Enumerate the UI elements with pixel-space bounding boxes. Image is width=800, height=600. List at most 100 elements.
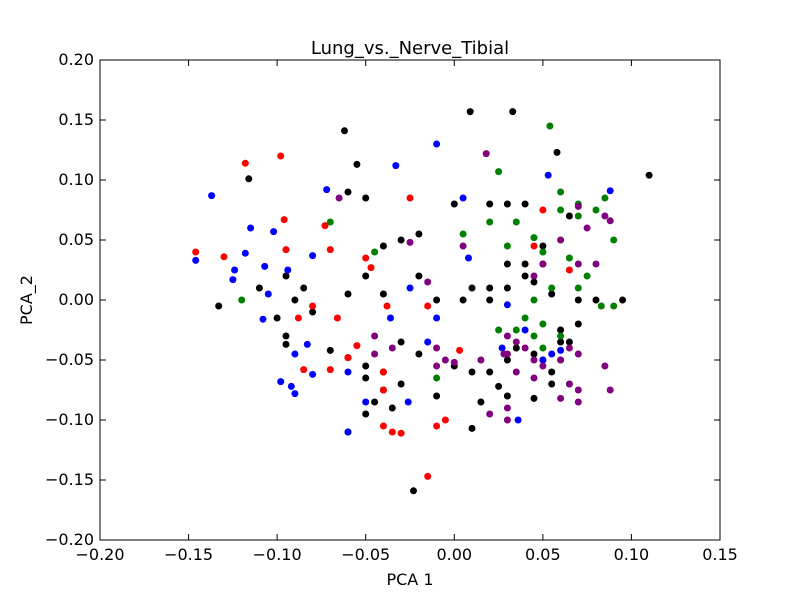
scatter-point-s2-p10 (333, 314, 341, 322)
scatter-point-s4-p7 (459, 242, 467, 250)
x-axis-label: PCA 1 (386, 570, 433, 589)
scatter-point-s3-p17 (565, 254, 573, 262)
x-tick-label: 0.10 (614, 545, 650, 564)
scatter-point-s0-p14 (397, 236, 405, 244)
scatter-point-s3-p15 (371, 248, 379, 256)
scatter-point-s1-p33 (521, 326, 529, 334)
scatter-point-s0-p58 (397, 380, 405, 388)
scatter-point-s3-p24 (495, 326, 503, 334)
scatter-point-s3-p16 (539, 248, 547, 256)
scatter-point-s4-p28 (565, 344, 573, 352)
scatter-point-s4-p16 (388, 344, 396, 352)
scatter-point-s2-p0 (241, 159, 249, 167)
scatter-point-s1-p32 (498, 344, 506, 352)
scatter-point-s0-p30 (503, 284, 511, 292)
scatter-point-s0-p33 (273, 314, 281, 322)
scatter-point-s4-p36 (574, 398, 582, 406)
y-tick-label: −0.05 (45, 350, 94, 369)
scatter-point-s0-p60 (468, 368, 476, 376)
scatter-point-s0-p67 (371, 398, 379, 406)
scatter-point-s3-p23 (548, 284, 556, 292)
scatter-point-s4-p39 (503, 416, 511, 424)
scatter-point-s3-p25 (521, 314, 529, 322)
scatter-point-s1-p2 (433, 140, 441, 148)
scatter-point-s1-p26 (387, 314, 394, 322)
scatter-point-s1-p31 (465, 254, 472, 262)
scatter-point-s0-p50 (548, 368, 556, 376)
plot-frame (99, 59, 721, 541)
scatter-point-s0-p9 (521, 200, 529, 208)
scatter-point-s0-p45 (486, 368, 494, 376)
scatter-point-s4-p1 (335, 194, 343, 202)
y-tick-label: 0.20 (58, 50, 94, 69)
scatter-point-s0-p64 (548, 380, 556, 388)
y-tick-label: 0.05 (58, 230, 94, 249)
x-tick-label: −0.10 (253, 545, 302, 564)
scatter-point-s0-p6 (353, 160, 361, 168)
scatter-point-s1-p10 (229, 276, 237, 284)
scatter-point-s0-p55 (619, 296, 627, 304)
x-tick-label: −0.05 (341, 545, 390, 564)
scatter-point-s1-p3 (544, 171, 552, 179)
scatter-point-s1-p39 (503, 301, 511, 309)
axis-ticks: −0.20 −0.15 −0.10 −0.05 0.00 0.05 0.10 0.15 −0.2… (45, 50, 738, 564)
scatter-point-s1-p15 (264, 290, 272, 298)
y-tick-label: 0.00 (58, 290, 94, 309)
scatter-point-s0-p47 (512, 344, 520, 352)
scatter-point-s4-p0 (482, 150, 490, 158)
scatter-point-s0-p28 (379, 290, 387, 298)
scatter-point-s3-p12 (610, 236, 618, 244)
scatter-point-s2-p8 (309, 302, 317, 310)
scatter-point-s0-p5 (245, 175, 253, 183)
scatter-point-s4-p27 (557, 356, 565, 364)
scatter-point-s1-p5 (323, 186, 331, 194)
y-tick-label: 0.10 (58, 170, 94, 189)
scatter-point-s4-p31 (530, 374, 538, 382)
scatter-point-s4-p22 (503, 332, 511, 340)
scatter-point-s4-p40 (606, 386, 614, 394)
scatter-point-s4-p10 (574, 260, 582, 268)
scatter-point-s2-p20 (379, 422, 387, 430)
scatter-point-s1-p19 (309, 370, 317, 378)
scatter-point-s0-p27 (344, 290, 352, 298)
scatter-point-s3-p21 (597, 302, 605, 310)
scatter-point-s0-p13 (565, 212, 573, 220)
scatter-point-s0-p12 (503, 200, 511, 208)
scatter-point-s2-p24 (456, 346, 464, 354)
scatter-point-s1-p14 (309, 252, 317, 260)
scatter-point-s4-p34 (574, 386, 582, 394)
scatter-point-s0-p31 (215, 302, 223, 310)
scatter-point-s3-p10 (326, 218, 334, 226)
scatter-point-s1-p37 (514, 416, 522, 424)
scatter-point-s4-p14 (371, 332, 379, 340)
scatter-point-s0-p7 (450, 200, 458, 208)
scatter-point-s4-p9 (557, 236, 565, 244)
scatter-point-s2-p29 (565, 266, 573, 274)
scatter-point-s2-p11 (362, 254, 370, 262)
scatter-point-s2-p23 (424, 302, 432, 310)
scatter-point-s1-p8 (241, 249, 249, 257)
scatter-point-s0-p69 (388, 404, 396, 412)
scatter-point-s1-p13 (284, 266, 292, 274)
scatter-point-s1-p27 (406, 284, 414, 292)
scatter-point-s1-p22 (291, 390, 299, 398)
scatter-point-s3-p7 (574, 212, 582, 220)
scatter-point-s0-p77 (521, 272, 529, 280)
scatter-point-s3-p30 (539, 344, 547, 352)
scatter-point-s0-p3 (553, 148, 561, 156)
scatter-point-s3-p0 (546, 122, 554, 130)
scatter-point-s3-p22 (530, 296, 538, 304)
scatter-point-s0-p70 (468, 424, 476, 432)
scatter-point-s0-p76 (557, 326, 565, 334)
scatter-point-s1-p17 (291, 350, 299, 358)
scatter-point-s2-p6 (282, 246, 290, 254)
scatter-point-s0-p52 (565, 338, 573, 346)
scatter-point-s3-p18 (583, 272, 591, 280)
scatter-point-s0-p38 (282, 340, 290, 348)
scatter-point-s0-p2 (341, 127, 348, 135)
scatter-point-s4-p20 (450, 358, 458, 366)
scatter-point-s0-p26 (291, 296, 299, 304)
scatter-point-s3-p2 (557, 188, 565, 196)
scatter-point-s0-p63 (530, 394, 538, 402)
